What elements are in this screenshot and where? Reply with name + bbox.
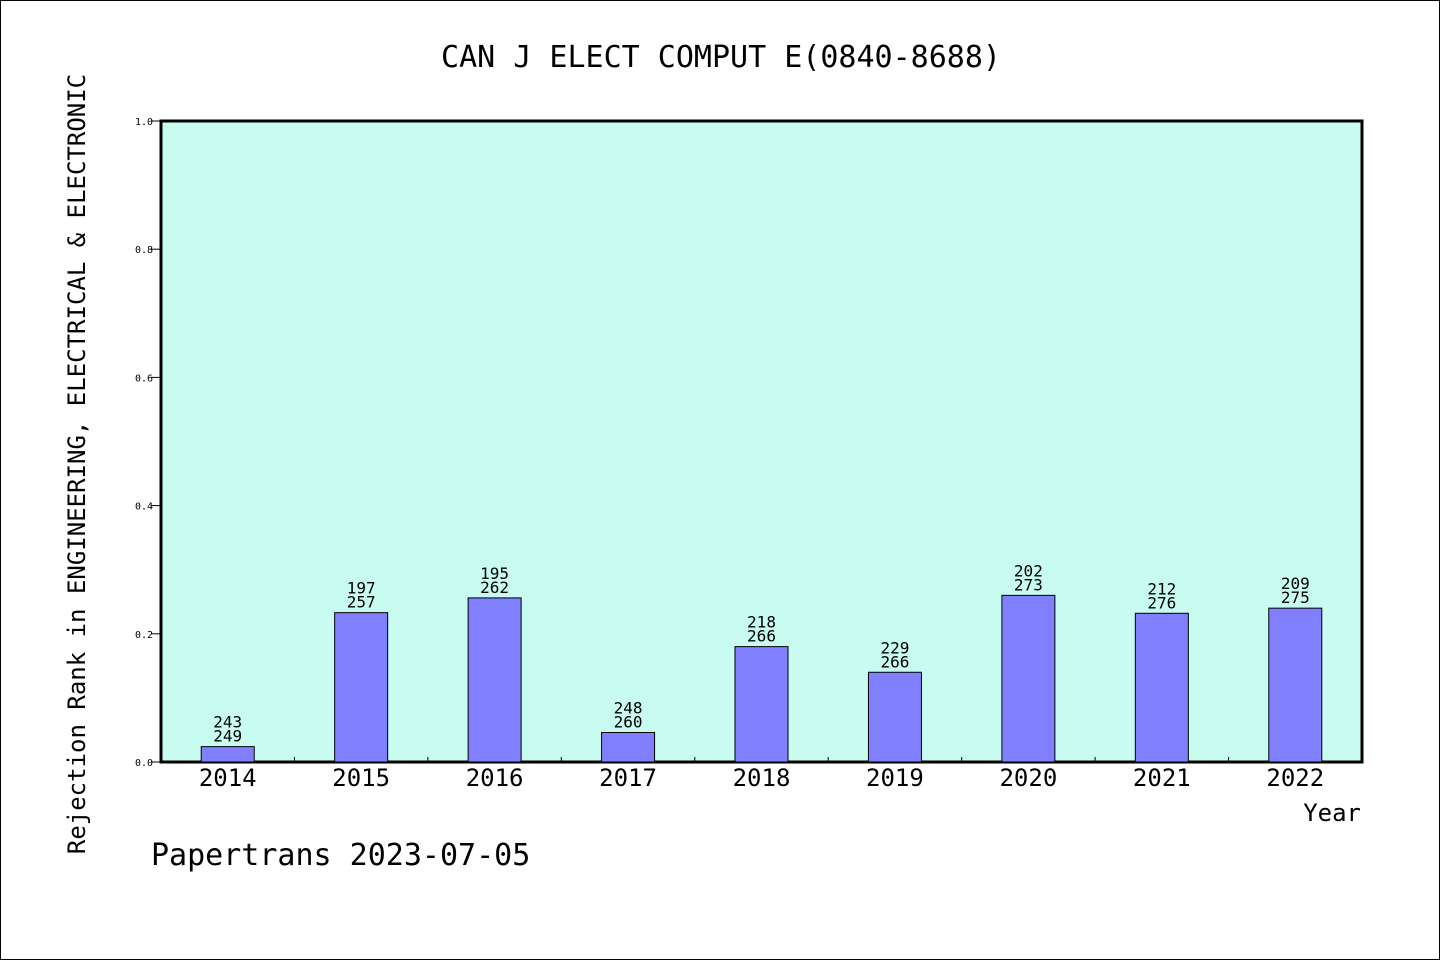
bar-total-label: 249 bbox=[213, 727, 242, 746]
x-tick-label: 2021 bbox=[1133, 764, 1191, 792]
bar-total-label: 275 bbox=[1281, 588, 1310, 607]
bar bbox=[867, 671, 922, 763]
bar-total-label: 273 bbox=[1014, 575, 1043, 594]
y-ticks: 0.0 0.2 0.4 0.6 0.8 1.0 bbox=[135, 117, 161, 769]
y-tick-label: 0.2 bbox=[135, 630, 153, 641]
bars: 2432491972571952622482602182662292662022… bbox=[200, 561, 1323, 763]
chart-title: CAN J ELECT COMPUT E(0840-8688) bbox=[441, 40, 1001, 75]
bar bbox=[200, 746, 255, 763]
x-tick-label: 2015 bbox=[332, 764, 390, 792]
bar-rank-label: 243 bbox=[213, 713, 242, 732]
bar-total-label: 260 bbox=[614, 713, 643, 732]
bar-rank-label: 202 bbox=[1014, 561, 1043, 580]
x-tick-label: 2017 bbox=[599, 764, 657, 792]
x-tick-label: 2020 bbox=[999, 764, 1057, 792]
y-tick-label: 0.8 bbox=[135, 245, 153, 256]
bar-rank-label: 248 bbox=[614, 699, 643, 718]
x-tick-label: 2014 bbox=[199, 764, 257, 792]
bar-total-label: 276 bbox=[1147, 593, 1176, 612]
bar-total-label: 266 bbox=[880, 652, 909, 671]
bar-rank-label: 218 bbox=[747, 613, 776, 632]
y-tick-label: 1.0 bbox=[135, 117, 153, 128]
bar-rank-label: 229 bbox=[880, 638, 909, 657]
x-tick-label: 2019 bbox=[866, 764, 924, 792]
y-tick-label: 0.6 bbox=[135, 373, 153, 384]
x-tick-label: 2016 bbox=[466, 764, 524, 792]
bar-rank-label: 195 bbox=[480, 564, 509, 583]
y-tick-label: 0.4 bbox=[135, 502, 153, 513]
bar bbox=[1268, 607, 1323, 763]
bar-total-label: 262 bbox=[480, 578, 509, 597]
x-tick-label: 2018 bbox=[733, 764, 791, 792]
x-tick-label: 2022 bbox=[1266, 764, 1324, 792]
bar bbox=[734, 646, 789, 763]
y-axis-label: Rejection Rank in ENGINEERING, ELECTRICA… bbox=[63, 74, 91, 854]
bar bbox=[467, 597, 522, 763]
bar-rank-label: 212 bbox=[1147, 579, 1176, 598]
y-tick-label: 0.0 bbox=[135, 758, 153, 769]
watermark-text: Papertrans 2023-07-05 bbox=[151, 838, 530, 873]
x-axis-label: Year bbox=[1303, 799, 1361, 827]
bar bbox=[1134, 612, 1189, 763]
bar-rank-label: 197 bbox=[347, 579, 376, 598]
bar-rank-label: 209 bbox=[1281, 574, 1310, 593]
bar bbox=[334, 612, 389, 763]
bar bbox=[601, 732, 656, 763]
bar bbox=[1001, 594, 1056, 763]
bar-total-label: 266 bbox=[747, 627, 776, 646]
x-tick-labels: 2014 2015 2016 2017 2018 2019 2020 2021 2022 bbox=[199, 764, 1324, 792]
bar-total-label: 257 bbox=[347, 593, 376, 612]
